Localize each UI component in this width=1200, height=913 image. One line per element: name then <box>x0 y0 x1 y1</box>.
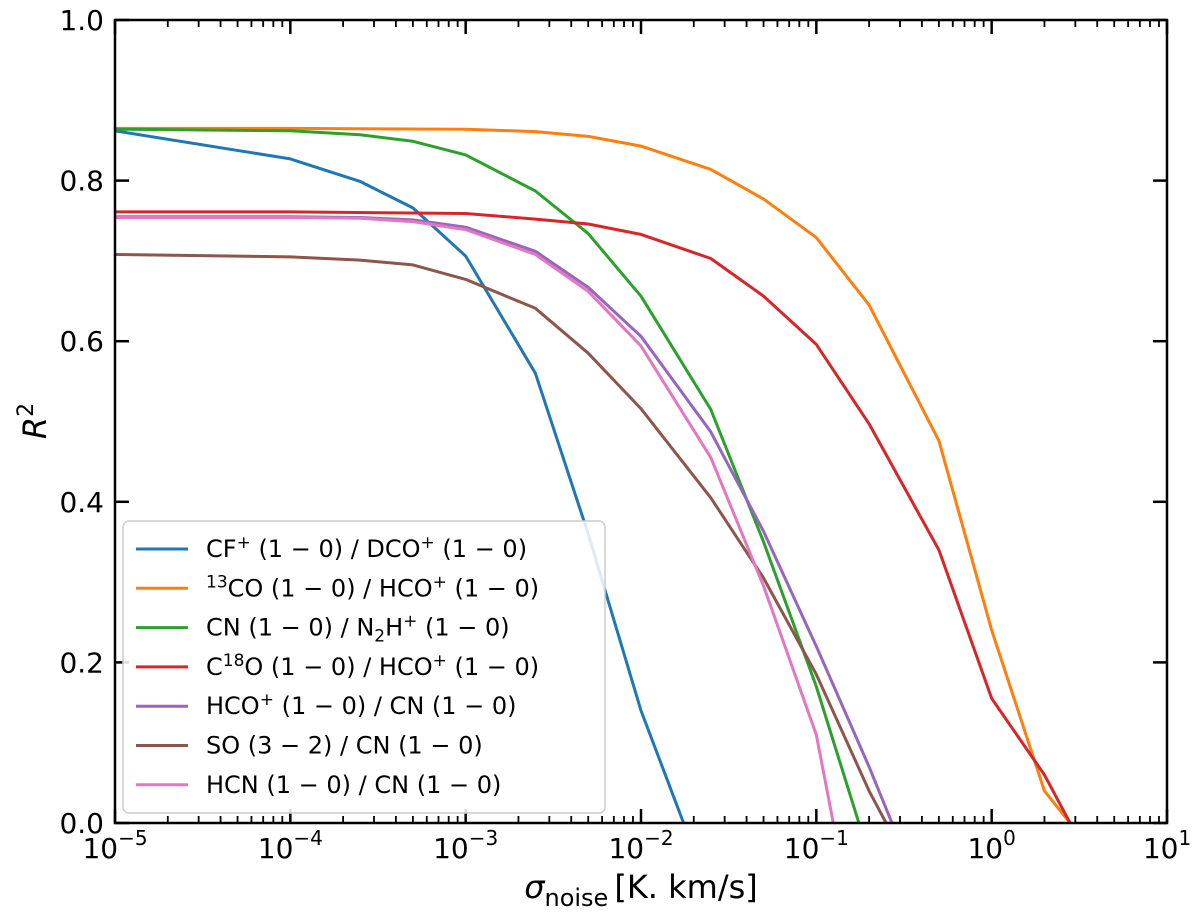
x-tick-label: 101 <box>1143 826 1191 865</box>
x-tick-label: 10−2 <box>608 826 673 865</box>
label-layer: 10−5 10−4 10−3 10−2 10−1 100 101 0.0 0.2 0.4 0.6 0.… <box>14 4 1191 912</box>
legend-box <box>122 520 606 814</box>
legend-entry-1: CF+ (1 − 0) / DCO+ (1 − 0) <box>136 533 527 563</box>
x-tick-label: 100 <box>967 826 1015 865</box>
legend-entry-2: 13CO (1 − 0) / HCO+ (1 − 0) <box>136 572 539 602</box>
y-tick-label: 0.4 <box>59 486 104 519</box>
series-line-1 <box>115 129 686 823</box>
legend-label: HCO+ (1 − 0) / CN (1 − 0) <box>206 690 517 720</box>
series-line-3 <box>115 127 861 823</box>
series-line-4 <box>115 210 1072 823</box>
y-tick-label: 0.2 <box>59 646 104 679</box>
legend-label: C18O (1 − 0) / HCO+ (1 − 0) <box>206 651 539 681</box>
y-tick-label: 0.0 <box>59 807 104 840</box>
legend-label: HCN (1 − 0) / CN (1 − 0) <box>206 771 501 799</box>
series-line-2 <box>115 126 1072 823</box>
legend-entry-5: HCO+ (1 − 0) / CN (1 − 0) <box>136 690 517 720</box>
y-axis-label: R2 <box>14 403 54 439</box>
legend: CF+ (1 − 0) / DCO+ (1 − 0) 13CO (1 − 0) /… <box>122 520 606 814</box>
legend-entry-4: C18O (1 − 0) / HCO+ (1 − 0) <box>136 651 539 681</box>
legend-label: SO (3 − 2) / CN (1 − 0) <box>206 732 483 760</box>
x-tick-label: 10−1 <box>784 826 849 865</box>
y-tick-label: 1.0 <box>59 4 104 37</box>
tick-layer <box>113 18 1169 825</box>
x-axis-label: σnoise [K. km/s] <box>524 868 758 912</box>
legend-label: CN (1 − 0) / N2H+ (1 − 0) <box>206 612 510 647</box>
x-tick-label: 10−4 <box>258 826 323 865</box>
y-tick-label: 0.6 <box>59 325 104 358</box>
series-line-6 <box>115 253 888 823</box>
legend-entry-6: SO (3 − 2) / CN (1 − 0) <box>136 732 483 760</box>
legend-label: 13CO (1 − 0) / HCO+ (1 − 0) <box>206 572 539 602</box>
legend-entry-7: HCN (1 − 0) / CN (1 − 0) <box>136 771 501 799</box>
x-tick-label: 10−5 <box>82 826 147 865</box>
legend-entry-3: CN (1 − 0) / N2H+ (1 − 0) <box>136 612 510 647</box>
y-tick-label: 0.8 <box>59 165 104 198</box>
series-line-7 <box>115 216 835 823</box>
x-tick-label: 10−3 <box>433 826 498 865</box>
series-layer <box>115 126 1072 823</box>
legend-label: CF+ (1 − 0) / DCO+ (1 − 0) <box>206 533 527 563</box>
